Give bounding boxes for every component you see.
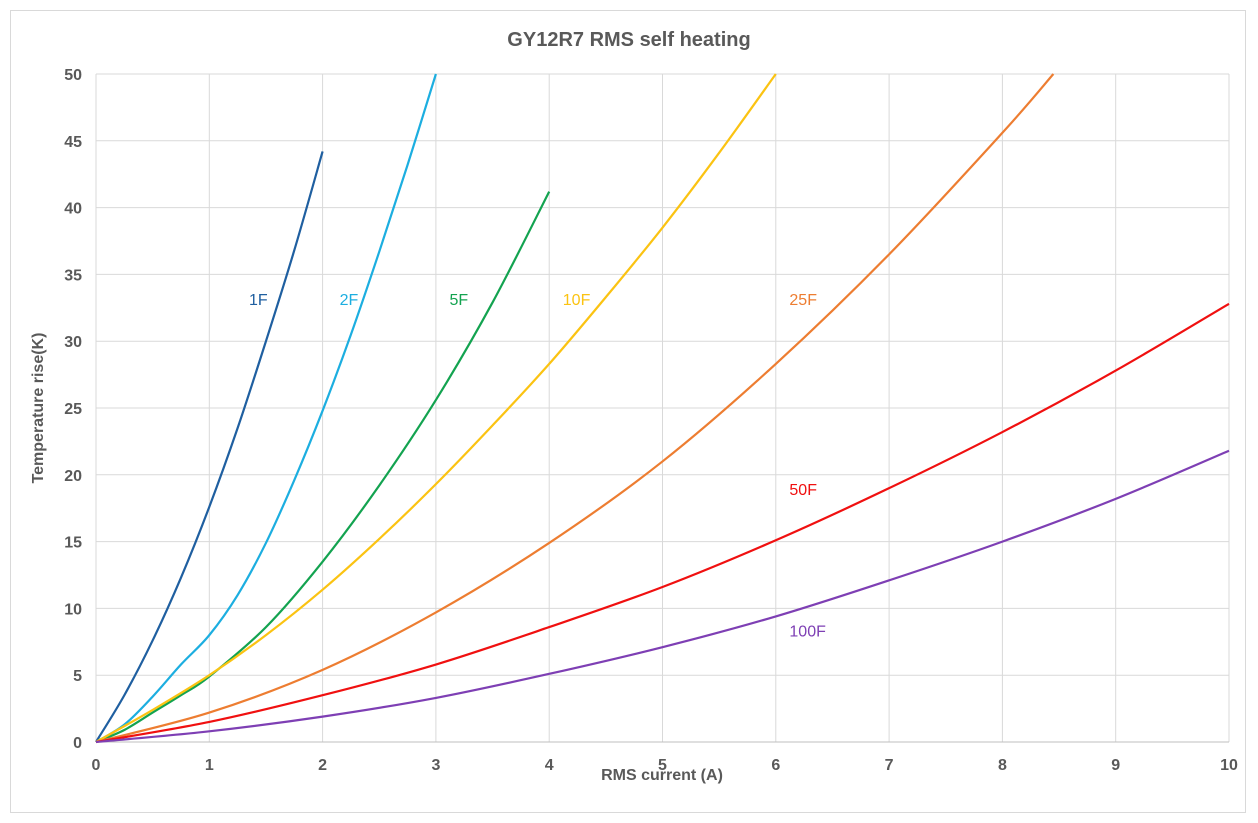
- y-axis-label: Temperature rise(K): [30, 333, 47, 484]
- series-label-2f: 2F: [340, 292, 359, 309]
- y-tick-label: 30: [64, 334, 82, 351]
- x-tick-label: 8: [998, 757, 1007, 774]
- series-line-1f: [95, 151, 324, 743]
- x-tick-label: 9: [1111, 757, 1120, 774]
- series-line-5f: [95, 191, 551, 744]
- series-label-5f: 5F: [449, 292, 468, 309]
- series-label-10f: 10F: [563, 292, 591, 309]
- x-tick-label: 1: [205, 757, 214, 774]
- chart-title: GY12R7 RMS self heating: [507, 29, 750, 51]
- y-tick-label: 35: [64, 267, 82, 284]
- y-tick-label: 25: [64, 401, 82, 418]
- y-tick-label: 10: [64, 601, 82, 618]
- y-tick-label: 20: [64, 468, 82, 485]
- series-label-1f: 1F: [249, 292, 268, 309]
- x-tick-label: 10: [1220, 757, 1238, 774]
- x-tick-label: 4: [545, 757, 554, 774]
- series-line-100f: [95, 449, 1230, 744]
- y-tick-label: 45: [64, 134, 82, 151]
- y-tick-label: 0: [73, 735, 82, 752]
- y-tick-label: 40: [64, 201, 82, 218]
- series-label-100f: 100F: [789, 623, 826, 640]
- series-lines: [95, 73, 1230, 744]
- x-axis-label: RMS current (A): [601, 767, 723, 784]
- grid: [95, 73, 1230, 743]
- y-tick-label: 5: [73, 668, 82, 685]
- series-line-50f: [95, 302, 1230, 744]
- x-tick-label: 2: [318, 757, 327, 774]
- series-line-2f: [95, 73, 437, 743]
- x-tick-label: 6: [771, 757, 780, 774]
- x-tick-label: 0: [92, 757, 101, 774]
- chart-frame: [10, 10, 1246, 813]
- series-line-10f: [95, 73, 777, 743]
- x-tick-label: 3: [431, 757, 440, 774]
- x-tick-label: 7: [885, 757, 894, 774]
- y-tick-label: 50: [64, 67, 82, 84]
- series-label-25f: 25F: [789, 292, 817, 309]
- series-label-50f: 50F: [789, 482, 817, 499]
- series-line-25f: [95, 73, 1055, 744]
- series-labels: 1F 2F 5F 10F 25F 50F 100F: [249, 292, 826, 640]
- y-tick-label: 15: [64, 535, 82, 552]
- x-tick-label: 5: [658, 757, 667, 774]
